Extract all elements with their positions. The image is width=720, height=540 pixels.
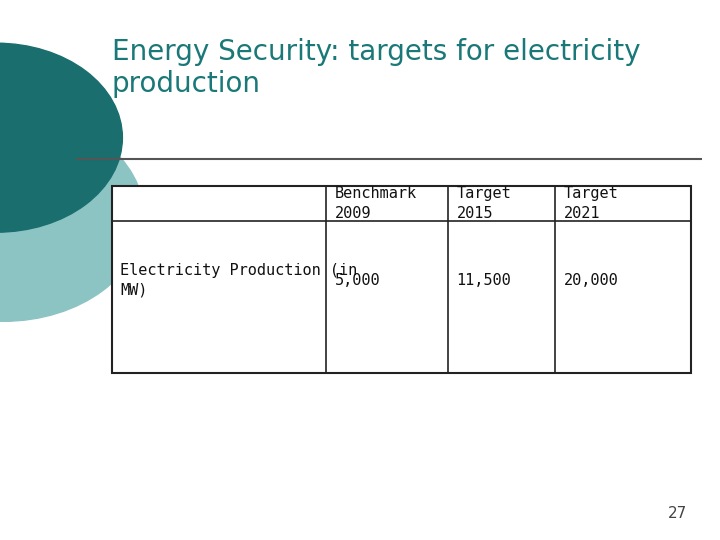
Text: 20,000: 20,000 xyxy=(564,273,618,288)
Text: 5,000: 5,000 xyxy=(335,273,380,288)
Text: Target
2015: Target 2015 xyxy=(456,186,511,221)
Circle shape xyxy=(0,43,122,232)
Text: Electricity Production (in
MW): Electricity Production (in MW) xyxy=(120,263,358,298)
Circle shape xyxy=(0,111,144,321)
Text: Energy Security: targets for electricity
production: Energy Security: targets for electricity… xyxy=(112,38,640,98)
Text: Benchmark
2009: Benchmark 2009 xyxy=(335,186,417,221)
Bar xyxy=(112,186,691,373)
Text: 11,500: 11,500 xyxy=(456,273,511,288)
Text: Target
2021: Target 2021 xyxy=(564,186,618,221)
Text: 27: 27 xyxy=(668,506,688,521)
